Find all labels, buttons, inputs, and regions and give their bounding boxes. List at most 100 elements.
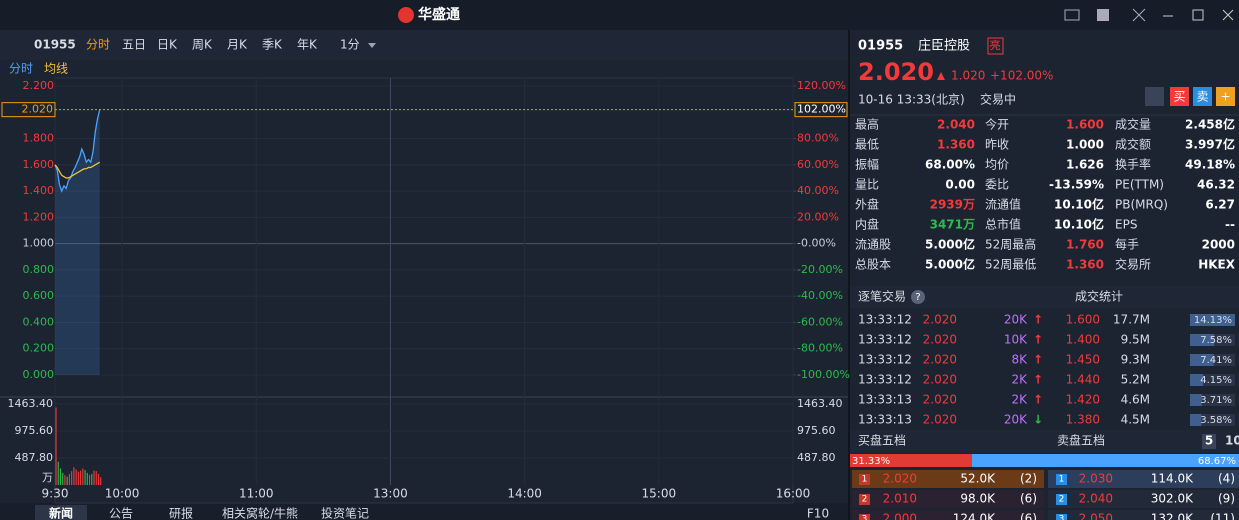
trade-direction: ↑ (1033, 333, 1043, 347)
toolbar (0, 30, 848, 60)
stat-label: 52周最低 (985, 258, 1036, 272)
action-button[interactable] (1193, 87, 1212, 106)
series-line (54, 109, 101, 193)
period-tab[interactable]: 分时 (86, 38, 110, 52)
sell-ratio-label: 68.67% (1198, 456, 1236, 467)
ask-volume: 114.0K (1151, 472, 1194, 486)
stat-value: 1.000 (1066, 138, 1104, 152)
last-price-label: 2.020 (22, 103, 54, 116)
trade-volume: 2K (1011, 393, 1028, 407)
buy-ratio-label: 31.33% (852, 456, 890, 467)
stat-value: 10.10亿 (1054, 217, 1104, 232)
trades-stats-title[interactable]: 成交统计 (1075, 289, 1123, 304)
trade-time: 13:33:12 (858, 313, 912, 327)
stat-value: 1.360 (937, 138, 975, 152)
level-box (859, 494, 870, 505)
trades-title[interactable]: 逐笔交易 (858, 289, 906, 304)
sell-row-bg (1048, 510, 1239, 520)
skin-icon[interactable] (1097, 9, 1109, 21)
pct-label: 3.71% (1200, 395, 1232, 406)
bid-price: 2.000 (883, 512, 917, 520)
trade-price: 2.020 (923, 413, 957, 427)
maximize[interactable] (1192, 9, 1204, 21)
y-tick-label: 0.000 (23, 368, 55, 381)
depth-10[interactable]: 10 (1225, 434, 1239, 448)
bid-volume: 124.0K (953, 512, 996, 520)
level: 2 (862, 495, 868, 505)
volume-bar (59, 468, 62, 485)
action-button[interactable] (1170, 87, 1189, 106)
shrink-icon[interactable] (1132, 8, 1146, 22)
trades-header-bg (850, 286, 1239, 308)
stat-volume: 9.3M (1121, 353, 1150, 367)
bid-price: 2.020 (883, 472, 917, 486)
stat-label: 52周最高 (985, 237, 1036, 252)
stat-value: 49.18% (1185, 158, 1235, 172)
stat-price: 1.400 (1066, 333, 1100, 347)
stat-value: 1.360 (1066, 258, 1104, 272)
mail-icon[interactable] (1064, 9, 1080, 21)
level: 1 (1059, 475, 1065, 485)
stat-volume: 4.6M (1121, 393, 1150, 407)
period-tab[interactable]: 年K (297, 38, 318, 52)
stat-volume: 5.2M (1121, 373, 1150, 387)
action-label[interactable]: 卖 (1196, 90, 1208, 104)
stat-label: 昨收 (985, 138, 1009, 152)
x-tick-label: 15:00 (642, 487, 677, 501)
x-tick-label: 9:30 (42, 487, 69, 501)
volume-bar (88, 475, 91, 485)
bottom-tab[interactable]: 相关窝轮/牛熊 (222, 506, 298, 520)
buy-row-bg (852, 490, 1044, 508)
period-tab[interactable]: 季K (262, 38, 283, 52)
period-tab[interactable]: 五日 (122, 38, 146, 52)
volume-bar (91, 473, 93, 485)
y-tick-label: 1.400 (23, 184, 55, 197)
period-tab[interactable]: 日K (157, 38, 178, 52)
stat-label: 内盘 (855, 217, 879, 232)
volume-bar (62, 472, 64, 485)
action-button[interactable] (1216, 87, 1235, 106)
action-label[interactable]: 买 (1173, 90, 1185, 104)
bid-count: (6) (1020, 492, 1037, 506)
depth-5[interactable]: 5 (1205, 434, 1213, 448)
level: 3 (1059, 515, 1065, 520)
bottom-tab[interactable]: 公告 (109, 507, 133, 520)
badge: 亮 (990, 38, 1001, 52)
volume-bar (77, 471, 79, 485)
interval-select[interactable]: 1分 (340, 38, 360, 52)
stat-label: EPS (1115, 218, 1137, 232)
bid-count: (2) (1020, 472, 1037, 486)
alert-button[interactable] (1145, 87, 1164, 106)
quote-status: 交易中 (980, 92, 1016, 107)
bottom-tab[interactable]: 研报 (169, 506, 193, 520)
logo-text: 华盛通 (418, 6, 460, 23)
bottom-tab[interactable]: 新闻 (49, 506, 73, 520)
level: 3 (862, 515, 868, 520)
stat-value: 1.626 (1066, 158, 1104, 172)
stat-label: 量比 (855, 178, 879, 192)
bottom-tab[interactable]: 投资笔记 (321, 506, 369, 520)
buy-row-bg (852, 510, 1044, 520)
bottom-tab[interactable]: F10 (807, 507, 829, 520)
stat-value: 46.32 (1197, 178, 1235, 192)
y2-tick-label: -80.00% (797, 342, 843, 355)
y-tick-label: 0.800 (23, 263, 55, 276)
ask-volume: 132.0K (1151, 512, 1194, 520)
y-tick-label: 1.600 (23, 158, 55, 171)
close[interactable] (1222, 9, 1234, 21)
depth-btn[interactable] (1202, 434, 1216, 449)
volume-bar (86, 472, 88, 485)
action-label[interactable]: + (1220, 90, 1230, 104)
active-tab-bg (35, 505, 87, 520)
period-tab[interactable]: 月K (227, 38, 248, 52)
volume-bar (84, 470, 86, 485)
help-icon (911, 290, 925, 304)
stat-label: 今开 (985, 117, 1009, 132)
stat-volume: 9.5M (1121, 333, 1150, 347)
volume-bar (100, 477, 102, 485)
stat-label: 成交额 (1115, 137, 1151, 152)
period-tab[interactable]: 周K (192, 38, 213, 52)
stat-value: 0.00 (945, 178, 975, 192)
logo-icon (398, 7, 414, 23)
trade-time: 13:33:13 (858, 393, 912, 407)
